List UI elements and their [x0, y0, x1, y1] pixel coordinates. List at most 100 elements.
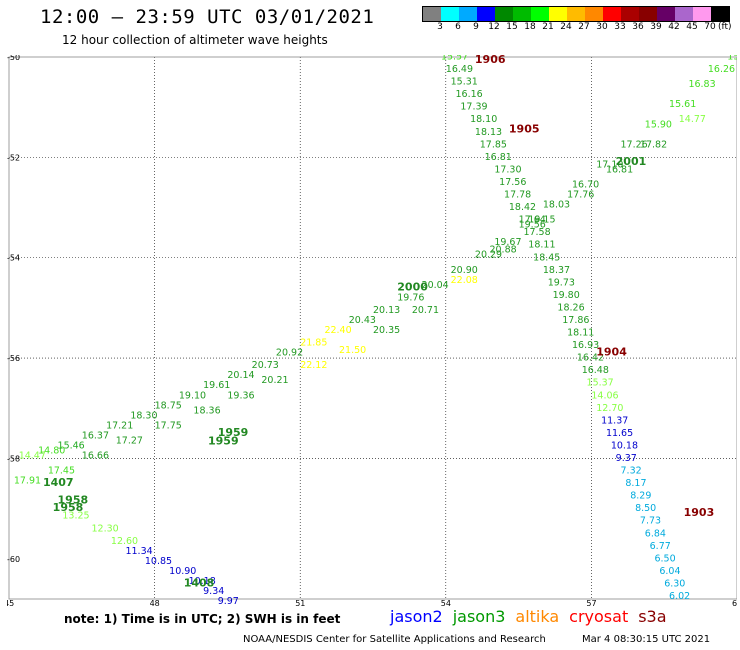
- wave-height-label: 6.77: [650, 541, 671, 552]
- wave-height-label: 17.30: [494, 164, 521, 175]
- wave-height-label: 16.37: [82, 430, 109, 441]
- wave-height-label: 20.13: [373, 305, 400, 316]
- wave-height-label: 13.25: [62, 511, 89, 522]
- wave-height-label: 10.18: [611, 440, 638, 451]
- wave-height-label: 20.35: [373, 325, 400, 336]
- lon-tick-label: 45: [7, 599, 14, 607]
- wave-height-label: 19.15: [528, 215, 555, 226]
- wave-height-label: 7.73: [640, 516, 661, 527]
- color-scale-unit: (ft): [718, 22, 732, 32]
- wave-height-label: 16.66: [82, 450, 109, 461]
- legend-tick-label: 21: [542, 22, 554, 32]
- wave-height-label: 19.76: [397, 292, 424, 303]
- satellite-legend-item: altika: [515, 607, 560, 626]
- map-frame: [8, 56, 737, 600]
- wave-height-label: 10.03: [232, 606, 259, 607]
- wave-height-label: 8.50: [635, 503, 656, 514]
- wave-height-label: 18.37: [543, 265, 570, 276]
- wave-height-label: 18.36: [193, 405, 220, 416]
- legend-tick-label: 15: [506, 22, 518, 32]
- lon-tick-label: 51: [295, 599, 305, 607]
- wave-height-label: 8.29: [630, 491, 651, 502]
- pass-time-label: 1407: [43, 476, 74, 489]
- legend-tick-label: 33: [614, 22, 626, 32]
- wave-height-label: 9.37: [616, 453, 637, 464]
- satellite-legend-item: jason2: [390, 607, 443, 626]
- legend-tick-label: 12: [488, 22, 500, 32]
- wave-height-label: 11.37: [601, 415, 628, 426]
- wave-height-label: 17.56: [499, 177, 526, 188]
- wave-height-label: 18.13: [475, 127, 502, 138]
- note-text: note: 1) Time is in UTC; 2) SWH is in fe…: [64, 612, 341, 626]
- satellite-legend-item: cryosat: [569, 607, 629, 626]
- wave-height-label: 19.73: [548, 277, 575, 288]
- wave-height-label: 10.18: [189, 576, 216, 587]
- lon-tick-label: 60: [732, 599, 737, 607]
- wave-height-label: 18.10: [470, 114, 497, 125]
- wave-height-label: 14.77: [679, 114, 706, 125]
- lat-tick-label: -60: [7, 555, 20, 564]
- lon-tick-label: 57: [586, 599, 596, 607]
- wave-height-label: 6.84: [645, 528, 666, 539]
- legend-swatch: [675, 7, 693, 21]
- wave-height-label: 17.91: [14, 476, 41, 487]
- satellite-legend-item: jason3: [452, 607, 506, 626]
- wave-height-label: 22.08: [451, 275, 478, 286]
- wave-height-label: 20.21: [261, 375, 288, 386]
- wave-height-label: 16.70: [572, 179, 599, 190]
- wave-height-label: 12.30: [92, 523, 119, 534]
- legend-swatch: [459, 7, 477, 21]
- wave-height-label: 20.29: [475, 250, 502, 261]
- wave-height-label: 16.83: [688, 79, 715, 90]
- wave-height-label: 15.57: [441, 55, 468, 63]
- wave-height-label: 20.14: [227, 370, 254, 381]
- pass-time-label: 1959: [208, 434, 239, 447]
- wave-height-label: 14.47: [19, 450, 46, 461]
- wave-height-label: 21.85: [300, 338, 327, 349]
- wave-height-label: 15.31: [451, 77, 478, 88]
- legend-swatch: [513, 7, 531, 21]
- wave-height-label: 17.27: [116, 435, 143, 446]
- wave-height-label: 10.85: [145, 556, 172, 567]
- legend-tick-label: 18: [524, 22, 536, 32]
- wave-height-label: 14.80: [38, 445, 65, 456]
- wave-height-label: 17.26: [621, 139, 648, 150]
- wave-height-label: 19.10: [179, 390, 206, 401]
- wave-height-label: 21.50: [339, 345, 366, 356]
- pass-time-label: 1959: [218, 426, 249, 439]
- legend-swatch: [477, 7, 495, 21]
- pass-time-label: 1906: [475, 55, 506, 66]
- color-scale-legend: [422, 6, 730, 22]
- wave-height-label: 20.90: [451, 265, 478, 276]
- wave-height-label: 19.56: [519, 220, 546, 231]
- legend-swatch: [567, 7, 585, 21]
- wave-height-label: 17.78: [504, 190, 531, 201]
- legend-swatch: [423, 7, 441, 21]
- wave-height-label: 11.34: [125, 546, 152, 557]
- wave-height-map: -50 -52 -54 -56 -58 -60 45 48 51 54 57 60 14.4714.80…: [7, 55, 737, 607]
- pass-time-label: 1903: [684, 506, 715, 519]
- pass-time-label: 1958: [53, 501, 84, 514]
- wave-height-label: 18.45: [533, 252, 560, 263]
- wave-height-label: 18.26: [557, 302, 584, 313]
- wave-height-label: 22.12: [300, 360, 327, 371]
- wave-height-label: 16.49: [446, 64, 473, 75]
- wave-height-label: 15.76: [727, 55, 737, 63]
- lat-tick-label: -58: [7, 454, 20, 463]
- wave-height-label: 16.16: [456, 89, 483, 100]
- wave-height-label: 12.70: [596, 403, 623, 414]
- wave-height-label: 16.93: [572, 340, 599, 351]
- wave-height-label: 6.30: [664, 578, 685, 589]
- wave-height-label: 14.06: [591, 390, 618, 401]
- wave-height-label: 18.75: [155, 400, 182, 411]
- wave-height-label: 18.11: [567, 328, 594, 339]
- wave-height-label: 18.30: [130, 410, 157, 421]
- map-title: 12:00 – 23:59 UTC 03/01/2021: [40, 6, 375, 28]
- satellite-legend: jason2 jason3 altika cryosat s3a: [390, 607, 677, 626]
- legend-tick-label: 42: [668, 22, 680, 32]
- footer-credit: NOAA/NESDIS Center for Satellite Applica…: [243, 634, 546, 645]
- wave-height-label: 17.45: [48, 466, 75, 477]
- wave-height-label: 16.48: [582, 365, 609, 376]
- wave-height-label: 20.04: [422, 280, 449, 291]
- wave-height-label: 6.02: [669, 591, 690, 602]
